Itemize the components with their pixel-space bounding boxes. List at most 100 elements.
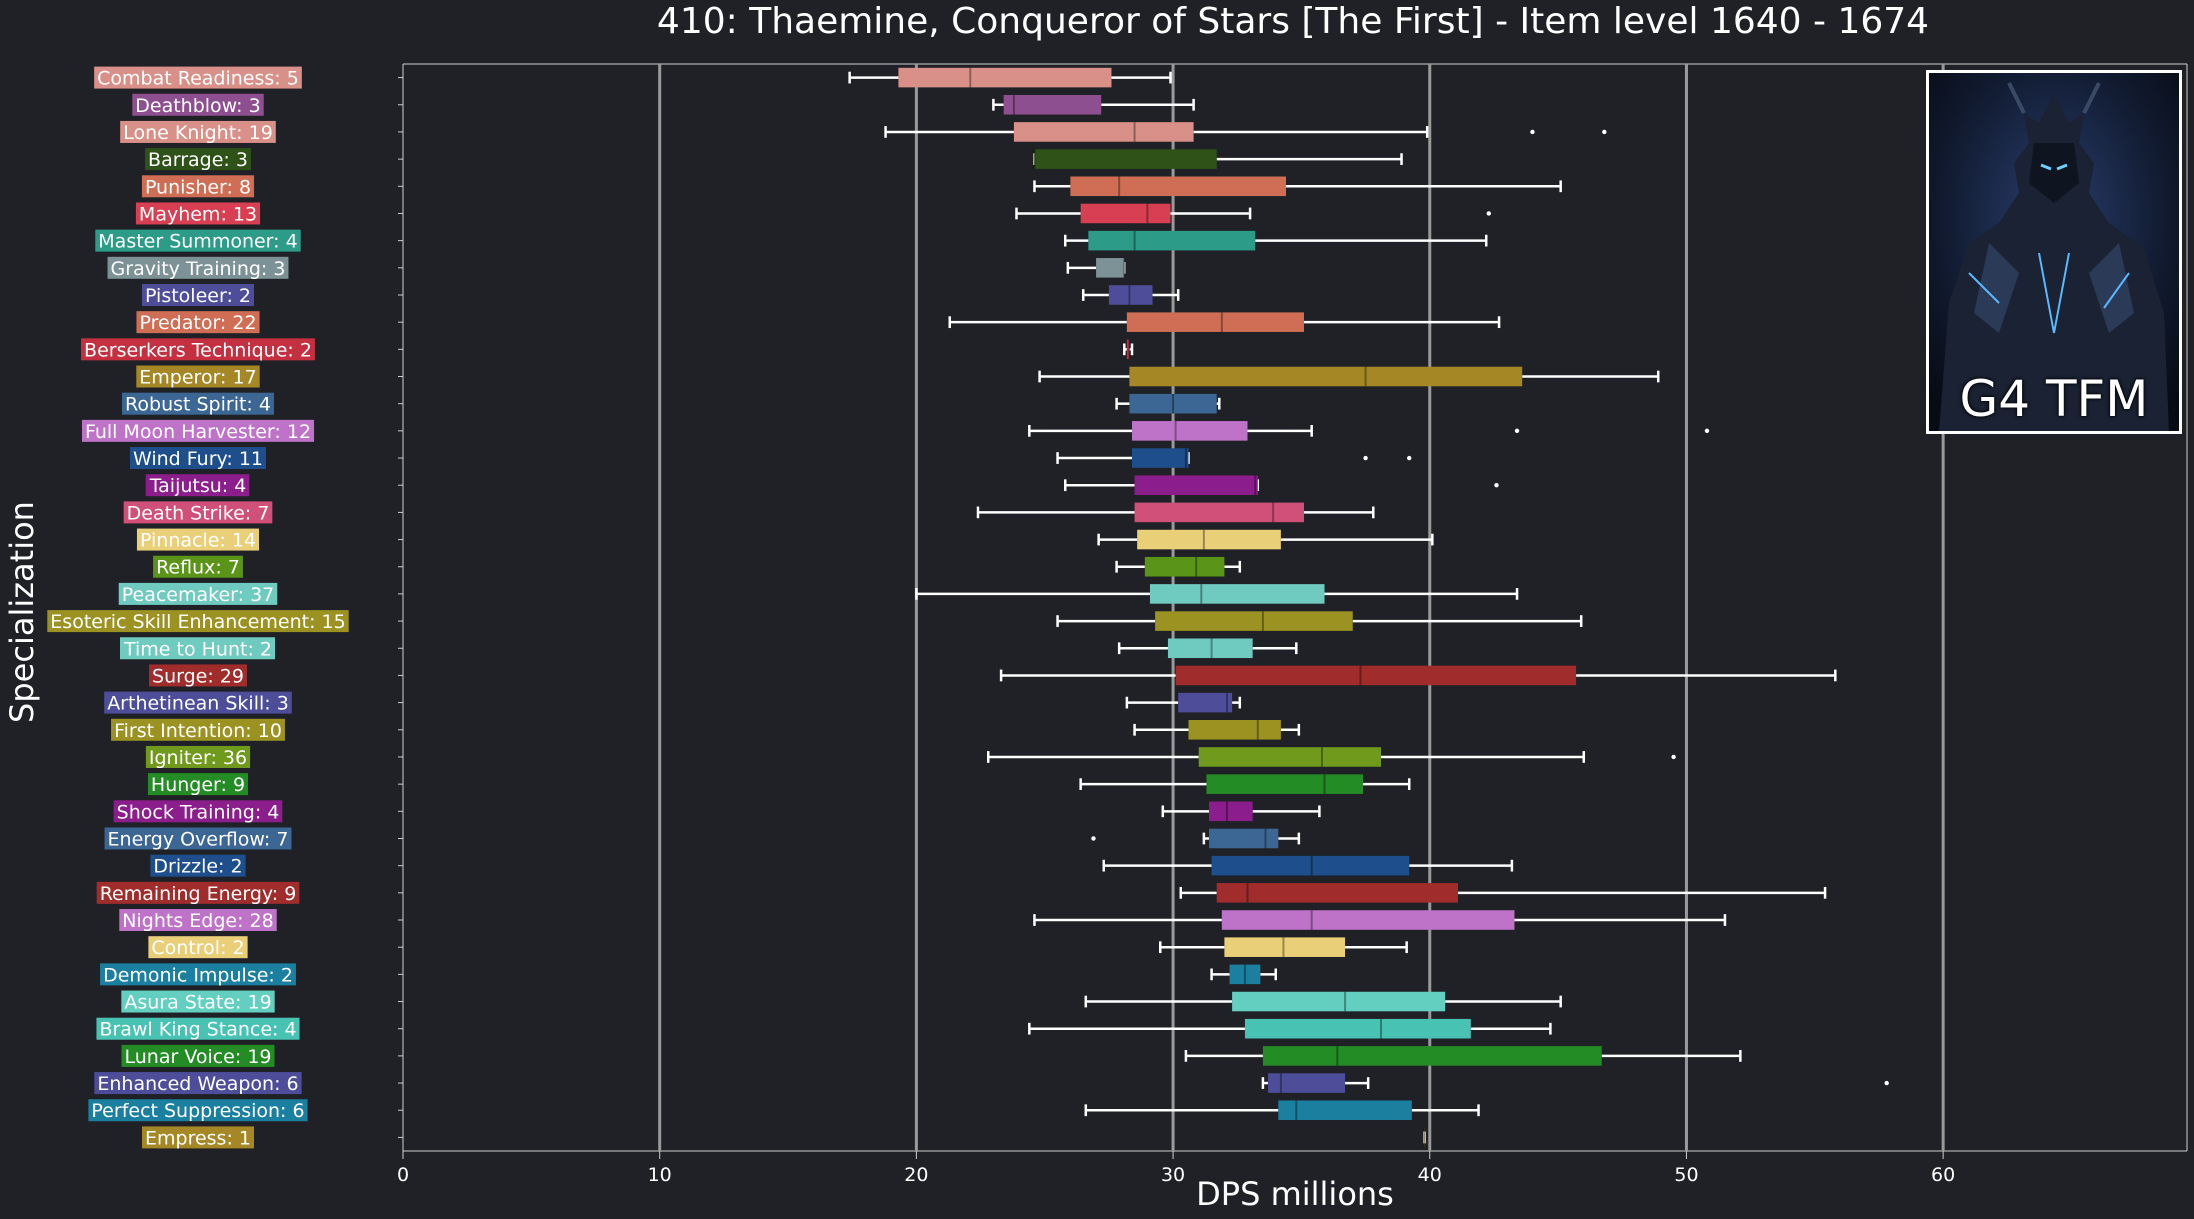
category-label: Mayhem: 13 bbox=[135, 202, 261, 225]
x-tick-label: 40 bbox=[1418, 1164, 1442, 1186]
category-label-bg bbox=[118, 582, 278, 605]
category-label-bg bbox=[136, 528, 260, 551]
box-series-item bbox=[1015, 203, 1492, 224]
category-label: Reflux: 7 bbox=[153, 555, 243, 579]
category-label-text: Drizzle: 2 bbox=[153, 856, 242, 878]
category-label-bg bbox=[123, 501, 273, 524]
category-label-text: Taijutsu: 4 bbox=[149, 475, 247, 497]
category-label-bg bbox=[120, 120, 276, 143]
category-label-text: Igniter: 36 bbox=[149, 747, 247, 769]
box-iqr bbox=[1209, 828, 1279, 849]
box-series-item bbox=[1066, 258, 1126, 278]
box-iqr bbox=[1278, 1100, 1412, 1121]
box-series-item bbox=[1033, 910, 1727, 930]
category-label: Robust Spirit: 4 bbox=[122, 392, 274, 416]
box-series-item bbox=[1081, 285, 1180, 305]
category-label-bg bbox=[94, 1072, 302, 1095]
armored-knight-illustration bbox=[1929, 73, 2179, 431]
box-series-item bbox=[1423, 1127, 1426, 1148]
category-label-bg bbox=[119, 909, 277, 932]
category-label: Lunar Voice: 19 bbox=[121, 1044, 275, 1068]
category-label: Berserkers Technique: 2 bbox=[81, 338, 315, 361]
box-series-item bbox=[948, 312, 1501, 332]
box-series-item bbox=[1097, 529, 1434, 550]
category-label-text: Pistoleer: 2 bbox=[145, 285, 251, 307]
box-series-item bbox=[1079, 774, 1411, 794]
category-label: Empress: 1 bbox=[142, 1126, 254, 1149]
box-iqr bbox=[1108, 285, 1153, 305]
box-iqr bbox=[1137, 529, 1281, 550]
category-label-bg bbox=[153, 555, 243, 578]
category-label-bg bbox=[148, 936, 248, 959]
category-label-text: Arthetinean Skill: 3 bbox=[107, 693, 289, 715]
box-iqr bbox=[1134, 502, 1304, 523]
category-label: Drizzle: 2 bbox=[150, 854, 246, 878]
category-label-text: Lunar Voice: 19 bbox=[124, 1046, 271, 1068]
category-labels: Combat Readiness: 5 Deathblow: 3 Lone Knig… bbox=[47, 66, 349, 1149]
box-series-item bbox=[1102, 855, 1514, 876]
y-axis-label: Specialization bbox=[3, 501, 41, 723]
category-label: Asura State: 19 bbox=[121, 990, 275, 1014]
category-label-bg bbox=[150, 854, 246, 877]
box-iqr bbox=[1221, 910, 1515, 930]
box-series-item bbox=[992, 94, 1195, 115]
box-iqr bbox=[1188, 720, 1281, 740]
category-label-bg bbox=[96, 881, 300, 904]
box-iqr bbox=[1134, 475, 1258, 495]
box-iqr bbox=[1224, 937, 1346, 957]
box-series-item bbox=[1084, 1100, 1480, 1121]
box-series-item bbox=[915, 584, 1519, 604]
category-label: Death Strike: 7 bbox=[123, 501, 273, 524]
category-label-text: Death Strike: 7 bbox=[127, 502, 270, 524]
category-label-bg bbox=[132, 93, 264, 116]
box-iqr bbox=[1175, 665, 1577, 686]
category-label-bg bbox=[113, 800, 283, 823]
box-iqr bbox=[1132, 421, 1248, 441]
category-label-bg bbox=[94, 66, 302, 89]
box-iqr bbox=[1244, 1018, 1471, 1039]
category-label-bg bbox=[145, 148, 251, 171]
box-series-item bbox=[1117, 638, 1298, 659]
category-label-text: Time to Hunt: 2 bbox=[123, 638, 272, 660]
category-label-text: Wind Fury: 11 bbox=[133, 448, 263, 470]
box-iqr bbox=[1211, 855, 1410, 876]
category-label-bg bbox=[81, 419, 315, 442]
outlier-point bbox=[1486, 211, 1492, 216]
category-label-text: Master Summoner: 4 bbox=[98, 231, 297, 253]
category-label-bg bbox=[129, 447, 267, 470]
category-label-text: Pinnacle: 14 bbox=[140, 530, 256, 552]
category-label: Remaining Energy: 9 bbox=[96, 881, 300, 905]
category-label-text: Energy Overflow: 7 bbox=[108, 828, 289, 850]
box-iqr bbox=[1232, 991, 1446, 1012]
category-label-bg bbox=[142, 1126, 254, 1149]
category-label: First Intention: 10 bbox=[111, 718, 285, 742]
box-iqr bbox=[1262, 1046, 1602, 1066]
box-series-item bbox=[1084, 991, 1562, 1012]
x-tick-label: 50 bbox=[1674, 1164, 1698, 1186]
category-label: Time to Hunt: 2 bbox=[119, 637, 276, 660]
category-label-bg bbox=[104, 827, 292, 850]
category-label: Lone Knight: 19 bbox=[120, 120, 276, 144]
category-label-bg bbox=[96, 1017, 300, 1040]
box-series-item bbox=[1184, 1046, 1742, 1066]
outlier-point bbox=[1704, 428, 1710, 434]
category-label-text: Nights Edge: 28 bbox=[122, 910, 273, 932]
box-series-item bbox=[987, 747, 1676, 767]
portrait-caption: G4 TFM bbox=[1959, 370, 2149, 428]
box-iqr bbox=[1080, 203, 1171, 224]
category-label: Pinnacle: 14 bbox=[136, 528, 260, 552]
category-label-bg bbox=[88, 1099, 308, 1122]
category-label-bg bbox=[104, 691, 292, 714]
outlier-point bbox=[1363, 455, 1368, 461]
inset-portrait: G4 TFM bbox=[1926, 70, 2182, 434]
category-label: Arthetinean Skill: 3 bbox=[104, 691, 292, 715]
grid-lines bbox=[402, 63, 2188, 1152]
box-series-item bbox=[999, 665, 1837, 686]
category-label: Brawl King Stance: 4 bbox=[96, 1017, 300, 1041]
category-label-text: Asura State: 19 bbox=[124, 992, 271, 1014]
x-tick-label: 20 bbox=[904, 1164, 928, 1186]
category-label: Enhanced Weapon: 6 bbox=[94, 1072, 302, 1095]
category-label-text: Deathblow: 3 bbox=[135, 95, 260, 117]
box-iqr bbox=[1034, 149, 1217, 169]
